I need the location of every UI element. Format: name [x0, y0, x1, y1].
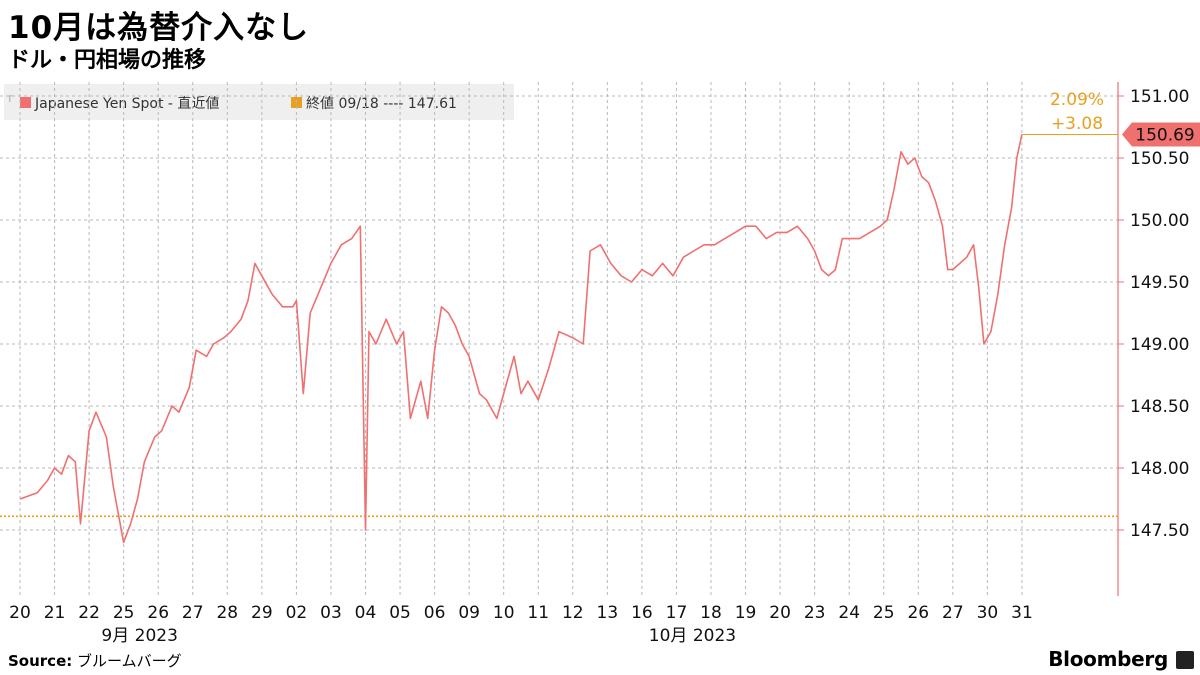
x-tick-label: 27 [942, 603, 964, 623]
x-tick-label: 13 [597, 603, 619, 623]
x-tick-label: 21 [44, 603, 66, 623]
x-tick-label: 17 [666, 603, 688, 623]
x-tick-label: 25 [873, 603, 895, 623]
last-value-tag [1122, 122, 1200, 147]
x-tick-label: 28 [216, 603, 238, 623]
y-tick-label: 150.00 [1130, 211, 1189, 231]
x-tick-label: 30 [977, 603, 999, 623]
brand-logo: Bloomberg [1048, 647, 1168, 671]
chart-subtitle: ドル・円相場の推移 [8, 48, 207, 73]
x-tick-label: 31 [1011, 603, 1033, 623]
y-tick-label: 150.50 [1130, 149, 1189, 169]
x-tick-label: 18 [700, 603, 722, 623]
x-tick-label: 27 [182, 603, 204, 623]
x-tick-label: 20 [769, 603, 791, 623]
x-tick-label: 05 [389, 603, 411, 623]
last-value-label: 150.69 [1135, 125, 1194, 145]
series-line [19, 134, 1023, 544]
x-tick-label: 29 [251, 603, 273, 623]
y-tick-label: 148.50 [1130, 397, 1189, 417]
month-label: 10月 2023 [649, 626, 736, 646]
source-text: ブルームバーグ [77, 652, 182, 670]
x-tick-label: 26 [907, 603, 929, 623]
x-tick-label: 03 [320, 603, 342, 623]
x-tick-label: 06 [424, 603, 446, 623]
x-tick-label: 09 [458, 603, 480, 623]
bloomberg-icon [1176, 651, 1194, 669]
x-tick-label: 19 [735, 603, 757, 623]
pin-icon: ⊤ [6, 95, 14, 105]
x-tick-label: 23 [804, 603, 826, 623]
x-tick-label: 12 [562, 603, 584, 623]
x-tick-label: 16 [631, 603, 653, 623]
y-tick-label: 149.50 [1130, 273, 1189, 293]
change-percent-label: 2.09% [1050, 90, 1104, 110]
x-tick-label: 24 [838, 603, 860, 623]
x-tick-label: 11 [527, 603, 549, 623]
source-label: Source: [8, 652, 73, 670]
x-tick-label: 02 [286, 603, 308, 623]
legend-series-label: Japanese Yen Spot - 直近値 [35, 96, 220, 112]
series-swatch [20, 97, 31, 108]
y-tick-label: 148.00 [1130, 459, 1189, 479]
y-tick-label: 149.00 [1130, 335, 1189, 355]
legend-reference-label: 終値 09/18 ---- 147.61 [306, 96, 457, 112]
x-tick-label: 20 [9, 603, 31, 623]
x-tick-label: 10 [493, 603, 515, 623]
source-note: Source: ブルームバーグ [8, 650, 182, 671]
month-label: 9月 2023 [101, 626, 177, 646]
y-tick-label: 147.50 [1130, 521, 1189, 541]
change-absolute-label: +3.08 [1051, 114, 1103, 134]
chart-title: 10月は為替介入なし [8, 10, 310, 46]
x-tick-label: 04 [355, 603, 377, 623]
x-tick-label: 26 [147, 603, 169, 623]
y-tick-label: 151.00 [1130, 87, 1189, 107]
x-tick-label: 22 [78, 603, 100, 623]
x-tick-label: 25 [113, 603, 135, 623]
